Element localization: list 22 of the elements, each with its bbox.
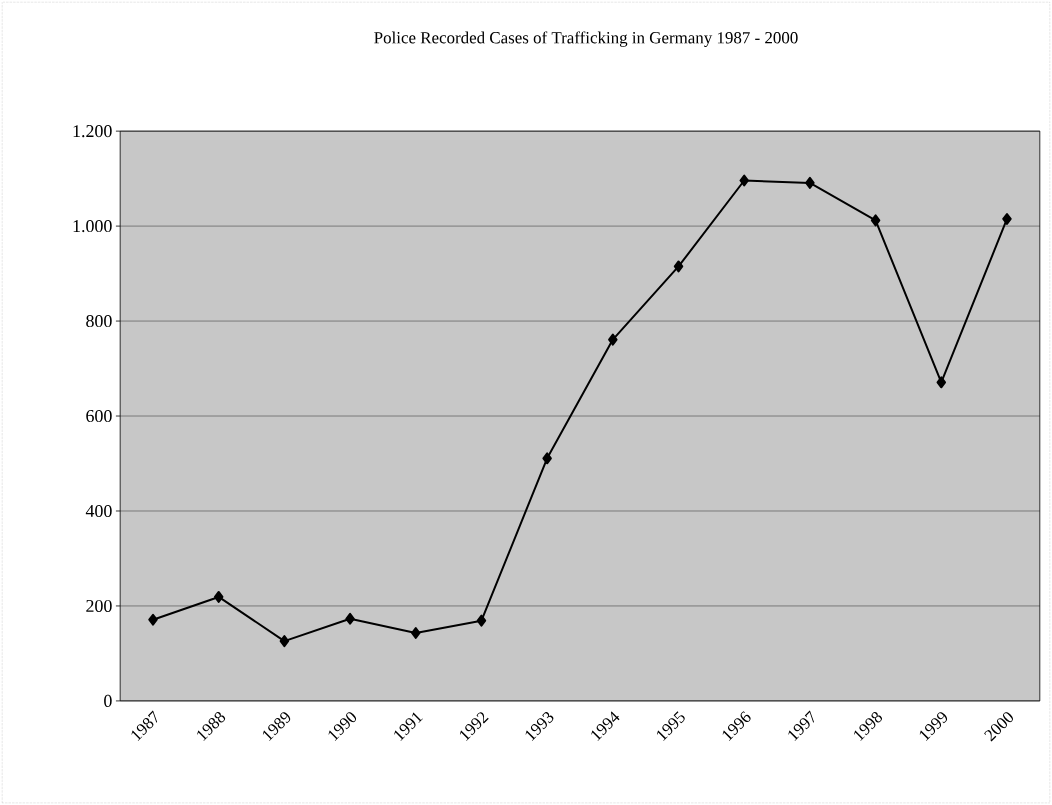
point [476, 614, 487, 627]
point [411, 626, 421, 639]
y-tick-label: 400 [85, 504, 112, 517]
point [805, 176, 815, 189]
chart-title: Police Recorded Cases of Trafficking in Germany 1987 - 2000 [374, 31, 798, 47]
y-tick-label: 600 [86, 409, 112, 423]
point [148, 613, 158, 626]
point [542, 452, 552, 465]
point [608, 333, 618, 346]
y-tick-label: 1.000 [73, 219, 112, 233]
y-tick-label: 800 [86, 314, 112, 328]
point [673, 260, 684, 273]
point [279, 635, 290, 648]
point [345, 612, 355, 625]
point [936, 376, 947, 389]
point [213, 590, 224, 603]
point [739, 174, 749, 187]
point [1002, 212, 1012, 225]
point [870, 214, 881, 227]
y-tick-label: 0 [104, 694, 112, 707]
y-tick-label: 1.200 [73, 125, 112, 138]
y-tick-label: 200 [86, 599, 112, 612]
